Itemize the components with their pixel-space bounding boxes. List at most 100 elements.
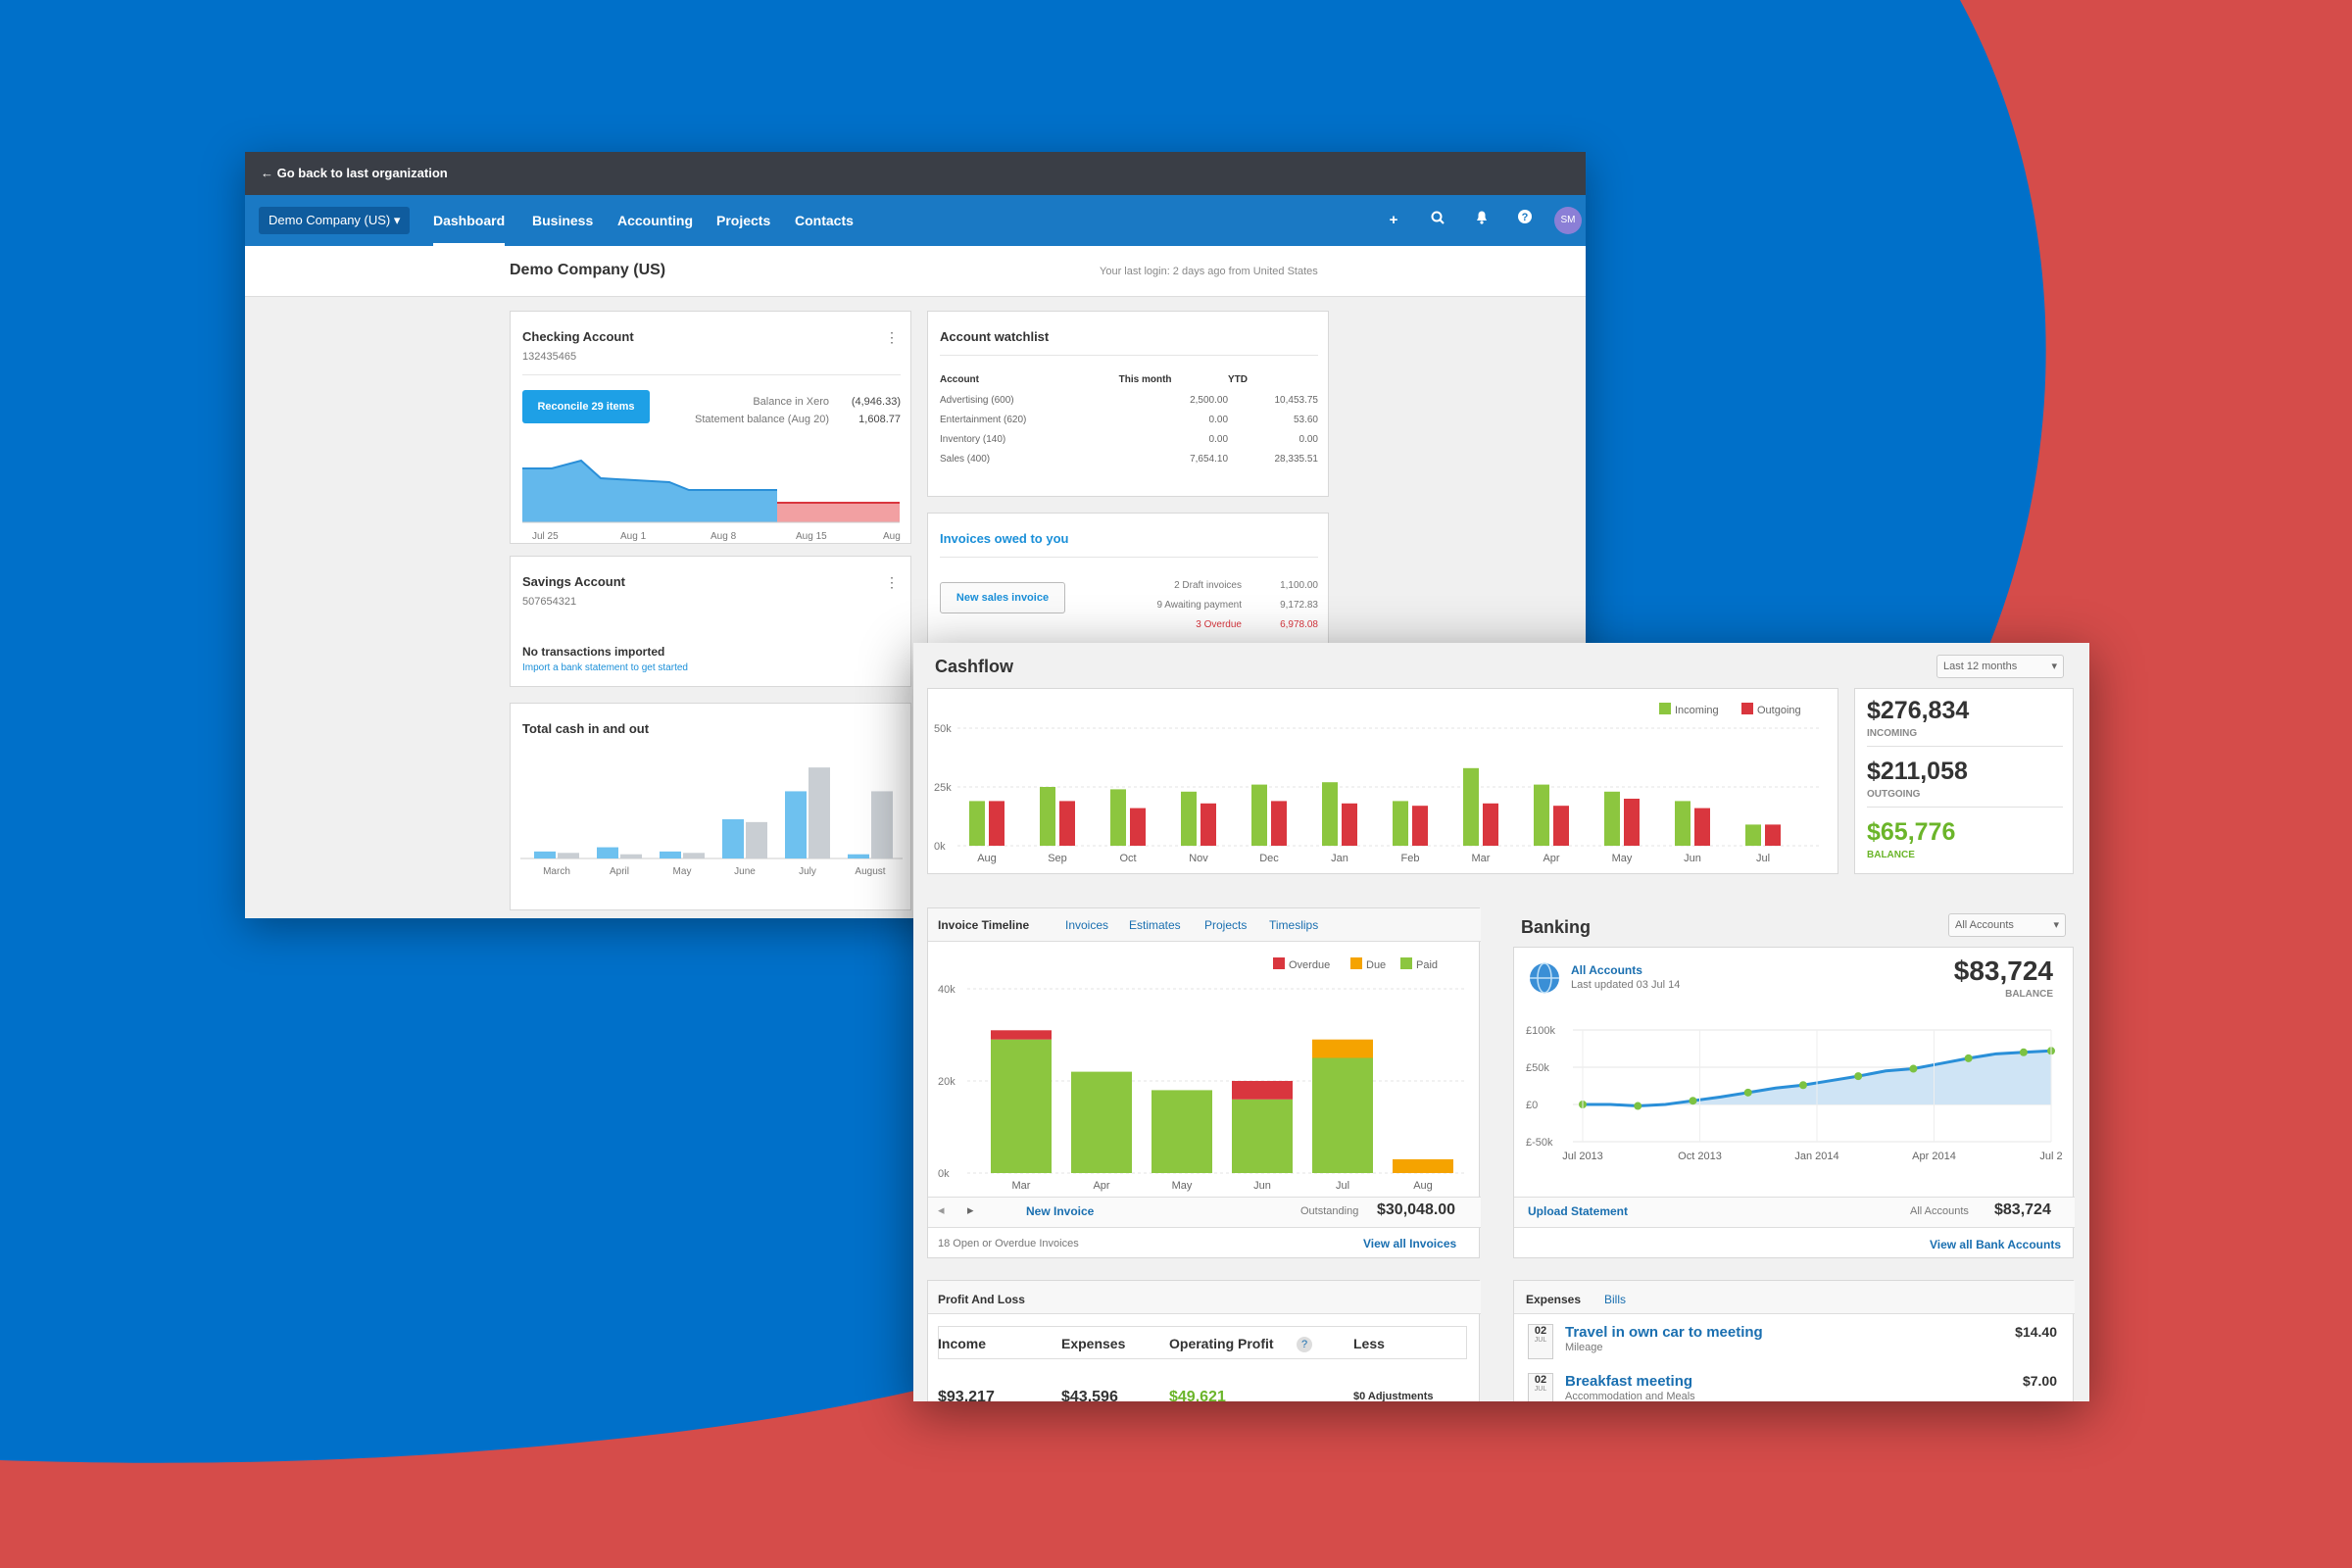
month-label: June	[734, 866, 756, 877]
legend-label: Paid	[1416, 959, 1438, 971]
search-icon[interactable]	[1426, 209, 1449, 232]
help-icon[interactable]: ?	[1297, 1337, 1312, 1352]
outgoing-bar	[1694, 808, 1710, 846]
reconcile-button[interactable]: Reconcile 29 items	[522, 390, 650, 423]
more-menu-icon[interactable]: ⋮	[885, 329, 899, 345]
banking-balance: $83,724	[1953, 956, 2053, 986]
legend-swatch	[1741, 703, 1753, 714]
month-label: March	[543, 866, 570, 877]
incoming-bar	[1393, 801, 1408, 846]
tab-bills[interactable]: Bills	[1604, 1293, 1627, 1306]
total-cash-title[interactable]: Total cash in and out	[522, 721, 650, 736]
back-bar[interactable]: ← Go back to last organization	[245, 152, 1586, 195]
tab-invoices[interactable]: Invoices	[1065, 918, 1109, 932]
x-tick-label: Jul 2013	[1562, 1151, 1603, 1162]
y-tick-label: £0	[1526, 1100, 1538, 1111]
month-label: Nov	[1189, 853, 1208, 864]
tab-expenses[interactable]: Expenses	[1526, 1293, 1582, 1306]
more-menu-icon[interactable]: ⋮	[885, 574, 899, 590]
upload-statement-button[interactable]: Upload Statement	[1528, 1204, 1629, 1218]
awaiting-payment-label[interactable]: 9 Awaiting payment	[1156, 600, 1242, 611]
pnl-expenses-value: $43,596	[1061, 1389, 1118, 1401]
tab-invoice-timeline[interactable]: Invoice Timeline	[938, 918, 1030, 932]
org-switcher-button[interactable]: Demo Company (US) ▾	[259, 207, 411, 234]
org-header: Demo Company (US) Your last login: 2 day…	[245, 246, 1586, 297]
checking-title[interactable]: Checking Account	[522, 329, 634, 344]
nav-projects[interactable]: Projects	[716, 213, 771, 228]
nav-dashboard[interactable]: Dashboard	[433, 195, 506, 246]
next-arrow-icon[interactable]: ▸	[967, 1202, 974, 1217]
page-title: Demo Company (US)	[510, 262, 666, 278]
incoming-bar	[1534, 784, 1549, 846]
incoming-bar	[1463, 767, 1479, 846]
month-label: April	[610, 866, 629, 877]
prev-arrow-icon[interactable]: ◂	[938, 1202, 945, 1217]
banking-chart: £100k £50k £0 £-50k Jul 2013 Oct 2013 Jan 2014…	[1526, 1025, 2063, 1162]
expense-category: Accommodation and Meals	[1565, 1391, 1695, 1401]
paid-bar	[1232, 1099, 1293, 1173]
pnl-col-less: Less	[1353, 1336, 1385, 1351]
draft-invoices-label[interactable]: 2 Draft invoices	[1174, 580, 1242, 591]
plus-icon[interactable]: +	[1389, 212, 1398, 228]
tab-profit-and-loss[interactable]: Profit And Loss	[938, 1293, 1025, 1306]
new-invoice-button[interactable]: New Invoice	[1026, 1204, 1095, 1218]
outgoing-bar	[1059, 801, 1075, 846]
invoices-owed-title[interactable]: Invoices owed to you	[940, 531, 1069, 546]
banking-panel: All Accounts Last updated 03 Jul 14 $83,…	[1513, 947, 2075, 1258]
no-transactions-text: No transactions imported	[522, 645, 665, 659]
data-point	[1964, 1054, 1973, 1062]
open-invoices-note: 18 Open or Overdue Invoices	[938, 1238, 1079, 1250]
expense-title[interactable]: Breakfast meeting	[1565, 1373, 1693, 1390]
legend-label: Incoming	[1675, 705, 1719, 716]
month-label: Mar	[1472, 853, 1491, 864]
new-sales-invoice-button[interactable]: New sales invoice	[940, 582, 1065, 613]
watchlist-title[interactable]: Account watchlist	[940, 329, 1050, 344]
month-label: Apr	[1543, 853, 1559, 864]
caret-down-icon: ▾	[2051, 661, 2057, 672]
due-bar	[1312, 1039, 1373, 1058]
account-watchlist-card: Account watchlist Account This month YTD A…	[927, 311, 1329, 497]
expense-amount: $14.40	[2015, 1324, 2057, 1340]
tab-projects[interactable]: Projects	[1204, 918, 1248, 932]
incoming-bar	[1604, 791, 1620, 846]
invoices-owed-card: Invoices owed to you New sales invoice 2…	[927, 513, 1329, 650]
help-icon[interactable]: ?	[1513, 209, 1537, 232]
table-row: Inventory (140) 0.00 0.00	[940, 433, 1318, 445]
back-link[interactable]: Go back to last organization	[276, 166, 448, 180]
col-header: Account	[940, 373, 979, 385]
overdue-label[interactable]: 3 Overdue	[1196, 619, 1242, 630]
outgoing-bar	[1553, 806, 1569, 846]
month-label: Feb	[1401, 853, 1420, 864]
paid-bar	[1071, 1071, 1132, 1173]
x-tick-label: Jan 2014	[1794, 1151, 1838, 1162]
total-cash-card: Total cash in and out March April May June J…	[510, 703, 911, 910]
data-point	[1743, 1088, 1752, 1097]
bell-icon[interactable]	[1470, 209, 1494, 232]
view-all-invoices-link[interactable]: View all Invoices	[1363, 1237, 1457, 1250]
nav-business[interactable]: Business	[532, 213, 594, 228]
data-point	[1798, 1081, 1807, 1090]
expense-title[interactable]: Travel in own car to meeting	[1565, 1324, 1763, 1341]
svg-text:?: ?	[1522, 212, 1529, 223]
nav-accounting[interactable]: Accounting	[617, 213, 693, 228]
view-all-bank-accounts-link[interactable]: View all Bank Accounts	[1929, 1238, 2061, 1251]
month-label: August	[855, 866, 885, 877]
incoming-label: INCOMING	[1867, 728, 1918, 739]
savings-number: 507654321	[522, 596, 577, 608]
date-badge: 02 JUL	[1528, 1324, 1553, 1359]
import-statement-link[interactable]: Import a bank statement to get started	[522, 662, 688, 673]
tab-timeslips[interactable]: Timeslips	[1269, 918, 1319, 932]
savings-title[interactable]: Savings Account	[522, 574, 625, 589]
pnl-income-value: $93,217	[938, 1389, 995, 1401]
nav-contacts[interactable]: Contacts	[795, 213, 854, 228]
avatar[interactable]: SM	[1554, 207, 1582, 234]
caret-down-icon: ▾	[2053, 919, 2059, 931]
month-label: Jan	[1331, 853, 1348, 864]
y-tick-label: £100k	[1526, 1025, 1555, 1037]
all-accounts-link[interactable]: All Accounts	[1571, 963, 1642, 977]
banking-filter-select[interactable]: All Accounts ▾	[1948, 913, 2066, 937]
cashflow-period-select[interactable]: Last 12 months ▾	[1936, 655, 2064, 678]
tab-estimates[interactable]: Estimates	[1129, 918, 1181, 932]
y-tick-label: 0k	[938, 1168, 950, 1180]
top-nav: Demo Company (US) ▾ Dashboard Business A…	[245, 195, 1586, 246]
